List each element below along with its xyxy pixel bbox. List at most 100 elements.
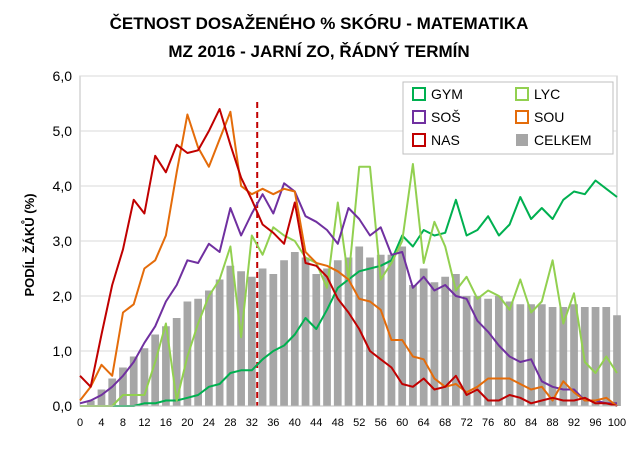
bar-celkem <box>409 285 417 406</box>
legend-label-sou: SOU <box>534 109 564 125</box>
bar-celkem <box>151 334 160 406</box>
y-tick-label: 1,0 <box>53 343 73 359</box>
x-tick-label: 36 <box>267 417 279 429</box>
legend-label-lyc: LYC <box>534 86 560 102</box>
legend-label-nas: NAS <box>431 132 460 148</box>
bar-celkem <box>194 298 203 406</box>
x-tick-label: 40 <box>289 417 301 429</box>
x-tick-label: 12 <box>138 417 150 429</box>
bar-celkem <box>527 304 535 406</box>
bar-celkem <box>452 274 460 406</box>
y-axis-label: PODÍL ŽÁKŮ (%) <box>21 193 37 296</box>
bar-celkem <box>516 304 525 406</box>
legend-swatch-lyc <box>515 87 529 101</box>
x-tick-label: 80 <box>503 417 515 429</box>
bar-celkem <box>419 268 428 406</box>
x-tick-label: 48 <box>332 417 344 429</box>
bar-celkem <box>215 279 224 406</box>
bar-celkem <box>97 389 106 406</box>
bar-celkem <box>312 274 321 406</box>
x-tick-label: 68 <box>439 417 451 429</box>
x-tick-label: 56 <box>375 417 387 429</box>
x-tick-label: 8 <box>120 417 126 429</box>
y-tick-label: 6,0 <box>53 68 73 84</box>
x-tick-label: 4 <box>98 417 104 429</box>
bar-celkem <box>129 356 138 406</box>
x-tick-label: 20 <box>181 417 193 429</box>
series-line-sou <box>79 110 618 407</box>
series-line-nas <box>79 108 618 407</box>
x-tick-label: 24 <box>203 417 215 429</box>
legend-swatch-gym <box>412 87 426 101</box>
bar-celkem <box>387 254 396 406</box>
x-tick-label: 76 <box>482 417 494 429</box>
bar-celkem <box>301 257 310 406</box>
x-tick-label: 100 <box>608 417 626 429</box>
x-tick-label: 96 <box>589 417 601 429</box>
bar-celkem <box>258 268 267 406</box>
legend-swatch-nas <box>412 133 426 147</box>
bar-celkem <box>108 378 117 406</box>
y-tick-label: 4,0 <box>53 178 73 194</box>
bar-celkem <box>376 254 385 406</box>
x-tick-label: 64 <box>418 417 430 429</box>
bar-celkem <box>505 301 514 406</box>
bar-celkem <box>473 296 482 406</box>
bar-celkem <box>537 304 546 406</box>
bar-celkem <box>86 400 95 406</box>
bar-celkem <box>591 307 600 406</box>
bar-celkem <box>355 246 364 406</box>
bar-celkem <box>290 252 299 406</box>
bar-celkem <box>559 307 568 406</box>
legend-swatch-soš <box>412 110 426 124</box>
y-tick-label: 3,0 <box>53 233 73 249</box>
x-tick-label: 44 <box>310 417 322 429</box>
bar-celkem <box>140 348 149 406</box>
bar-celkem <box>119 367 127 406</box>
y-tick-label: 5,0 <box>53 123 73 139</box>
bar-celkem <box>205 290 213 406</box>
bar-celkem <box>484 298 492 406</box>
bar-celkem <box>162 326 170 406</box>
x-tick-label: 16 <box>160 417 172 429</box>
bar-celkem <box>548 307 557 406</box>
bar-celkem <box>333 260 342 406</box>
x-tick-label: 28 <box>224 417 236 429</box>
legend-swatch-sou <box>515 110 529 124</box>
x-tick-label: 72 <box>461 417 473 429</box>
bar-celkem <box>280 260 288 406</box>
x-tick-label: 60 <box>396 417 408 429</box>
bar-celkem <box>323 268 331 406</box>
x-tick-label: 84 <box>525 417 537 429</box>
bar-celkem <box>366 257 374 406</box>
y-tick-label: 0,0 <box>53 398 73 414</box>
bar-celkem <box>237 271 245 406</box>
bar-celkem <box>172 318 181 406</box>
x-tick-label: 0 <box>77 417 83 429</box>
bar-celkem <box>344 257 353 406</box>
bar-celkem <box>430 282 439 406</box>
bar-celkem <box>441 276 450 406</box>
legend-box <box>402 81 614 155</box>
bar-celkem <box>269 274 278 406</box>
x-tick-label: 52 <box>353 417 365 429</box>
x-tick-label: 32 <box>246 417 258 429</box>
bar-celkem <box>613 315 621 406</box>
bar-celkem <box>398 246 407 406</box>
x-tick-label: 92 <box>568 417 580 429</box>
chart-title-line1: ČETNOST DOSAŽENÉHO % SKÓRU - MATEMATIKA <box>109 14 529 33</box>
legend-label-celkem: CELKEM <box>534 132 592 148</box>
bar-celkem <box>494 296 503 406</box>
bar-celkem <box>226 265 235 406</box>
legend-swatch-celkem <box>516 134 528 146</box>
x-tick-label: 88 <box>546 417 558 429</box>
bar-celkem <box>247 276 256 406</box>
y-tick-label: 2,0 <box>53 288 73 304</box>
series-line-soš <box>79 182 617 405</box>
bar-celkem <box>570 304 578 406</box>
bar-celkem <box>462 296 471 406</box>
legend-label-soš: SOŠ <box>431 109 461 125</box>
legend-label-gym: GYM <box>431 86 463 102</box>
